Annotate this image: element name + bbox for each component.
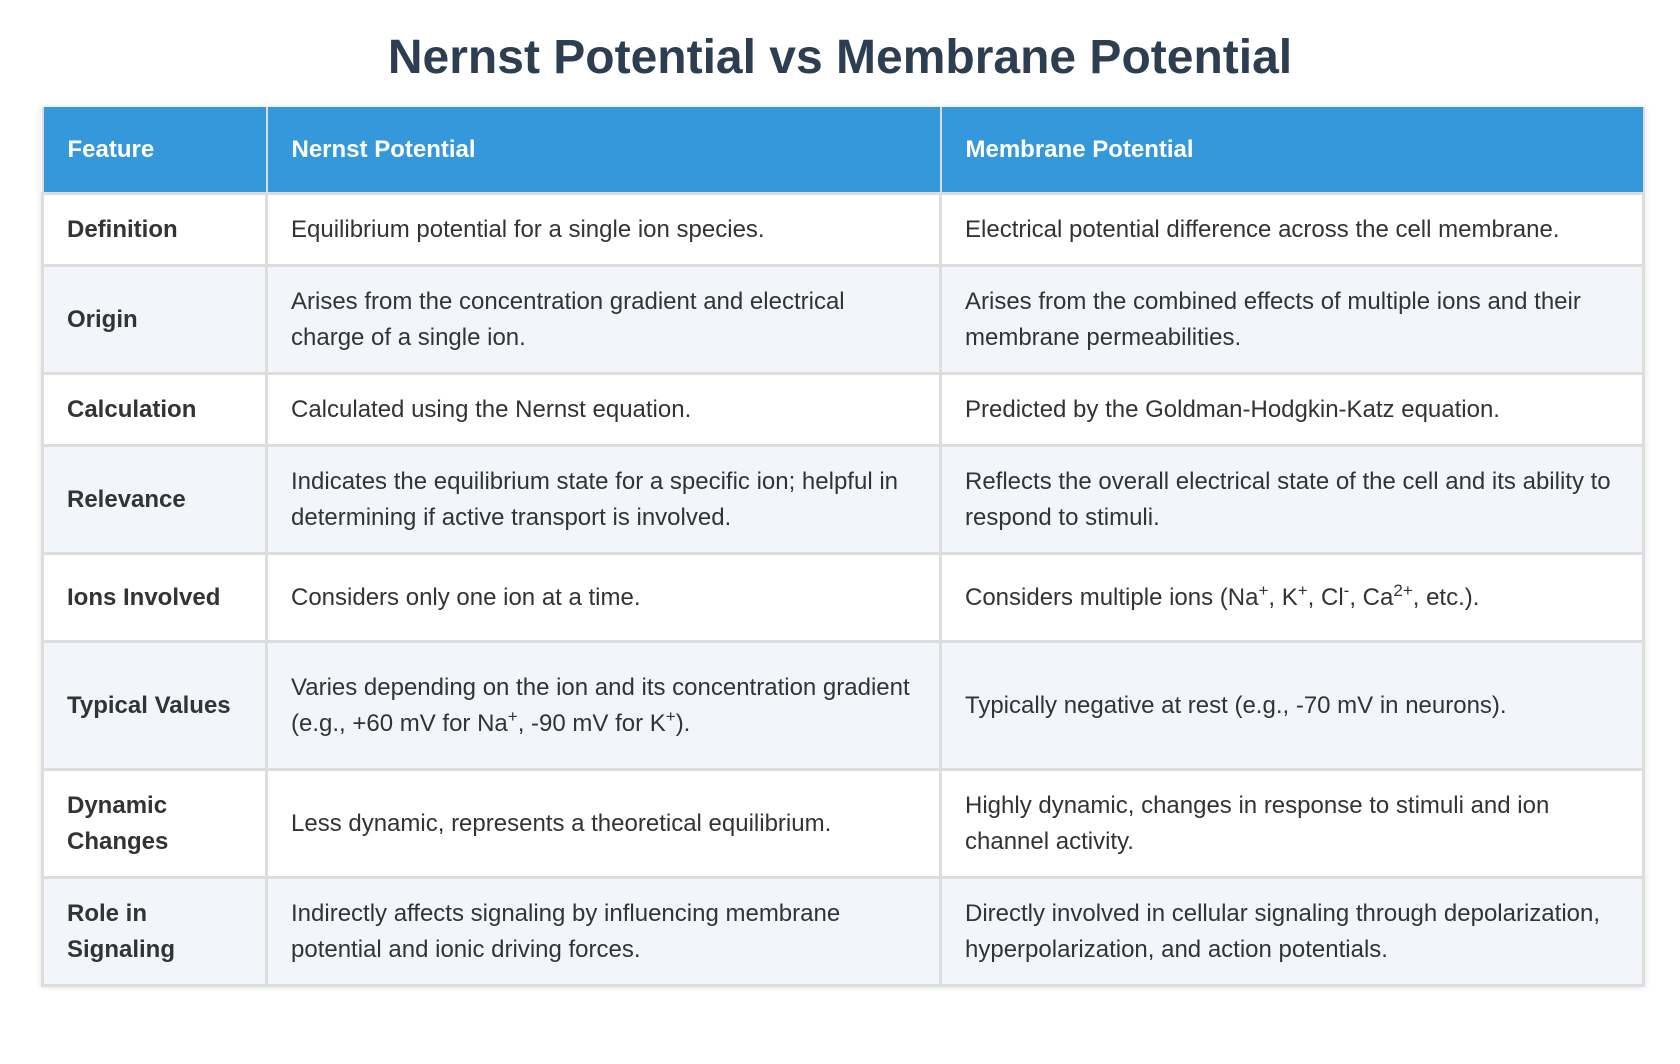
header-feature: Feature <box>41 107 268 195</box>
feature-cell: Calculation <box>41 372 268 447</box>
membrane-cell: Considers multiple ions (Na+, K+, Cl-, C… <box>939 552 1645 643</box>
feature-cell: Ions Involved <box>41 552 268 643</box>
nernst-cell: Calculated using the Nernst equation. <box>265 372 942 447</box>
text-part: , etc.). <box>1412 583 1480 611</box>
nernst-cell: Considers only one ion at a time. <box>265 552 942 643</box>
table-row: Origin Arises from the concentration gra… <box>41 264 1645 375</box>
text-part: ). <box>675 709 691 737</box>
feature-cell: Dynamic Changes <box>41 768 268 879</box>
text-part: Considers multiple ions (Na <box>965 583 1259 611</box>
table-body: Definition Equilibrium potential for a s… <box>41 192 1645 987</box>
membrane-cell: Directly involved in cellular signaling … <box>939 876 1645 987</box>
membrane-cell: Predicted by the Goldman-Hodgkin-Katz eq… <box>939 372 1645 447</box>
nernst-cell: Less dynamic, represents a theoretical e… <box>265 768 942 879</box>
table-row: Typical Values Varies depending on the i… <box>41 640 1645 771</box>
table-row: Calculation Calculated using the Nernst … <box>41 372 1645 447</box>
text-part: , Ca <box>1349 583 1394 611</box>
nernst-cell: Indicates the equilibrium state for a sp… <box>265 444 942 555</box>
feature-cell: Relevance <box>41 444 268 555</box>
membrane-cell: Reflects the overall electrical state of… <box>939 444 1645 555</box>
superscript: + <box>507 706 518 726</box>
table-row: Dynamic Changes Less dynamic, represents… <box>41 768 1645 879</box>
superscript: + <box>665 706 676 726</box>
table-row: Definition Equilibrium potential for a s… <box>41 192 1645 267</box>
nernst-cell: Indirectly affects signaling by influenc… <box>265 876 942 987</box>
superscript: 2+ <box>1393 580 1413 600</box>
nernst-cell: Arises from the concentration gradient a… <box>265 264 942 375</box>
superscript: + <box>1258 580 1269 600</box>
membrane-cell: Highly dynamic, changes in response to s… <box>939 768 1645 879</box>
feature-cell: Definition <box>41 192 268 267</box>
header-row: Feature Nernst Potential Membrane Potent… <box>41 107 1645 195</box>
membrane-cell: Typically negative at rest (e.g., -70 mV… <box>939 640 1645 771</box>
text-part: Varies depending on the ion and its conc… <box>291 673 910 737</box>
membrane-cell: Electrical potential difference across t… <box>939 192 1645 267</box>
text-part: , Cl <box>1307 583 1344 611</box>
text-part: , -90 mV for K <box>517 709 666 737</box>
table-row: Ions Involved Considers only one ion at … <box>41 552 1645 643</box>
header-nernst-potential: Nernst Potential <box>265 107 942 195</box>
text-part: , K <box>1268 583 1298 611</box>
feature-cell: Origin <box>41 264 268 375</box>
comparison-table: Feature Nernst Potential Membrane Potent… <box>41 107 1645 987</box>
nernst-cell: Equilibrium potential for a single ion s… <box>265 192 942 267</box>
feature-cell: Role in Signaling <box>41 876 268 987</box>
nernst-cell: Varies depending on the ion and its conc… <box>265 640 942 771</box>
header-membrane-potential: Membrane Potential <box>939 107 1645 195</box>
table-row: Role in Signaling Indirectly affects sig… <box>41 876 1645 987</box>
page-title: Nernst Potential vs Membrane Potential <box>387 31 1293 84</box>
feature-cell: Typical Values <box>41 640 268 771</box>
superscript: + <box>1297 580 1308 600</box>
table-row: Relevance Indicates the equilibrium stat… <box>41 444 1645 555</box>
superscript: - <box>1343 580 1350 600</box>
membrane-cell: Arises from the combined effects of mult… <box>939 264 1645 375</box>
table-header: Feature Nernst Potential Membrane Potent… <box>41 107 1645 195</box>
